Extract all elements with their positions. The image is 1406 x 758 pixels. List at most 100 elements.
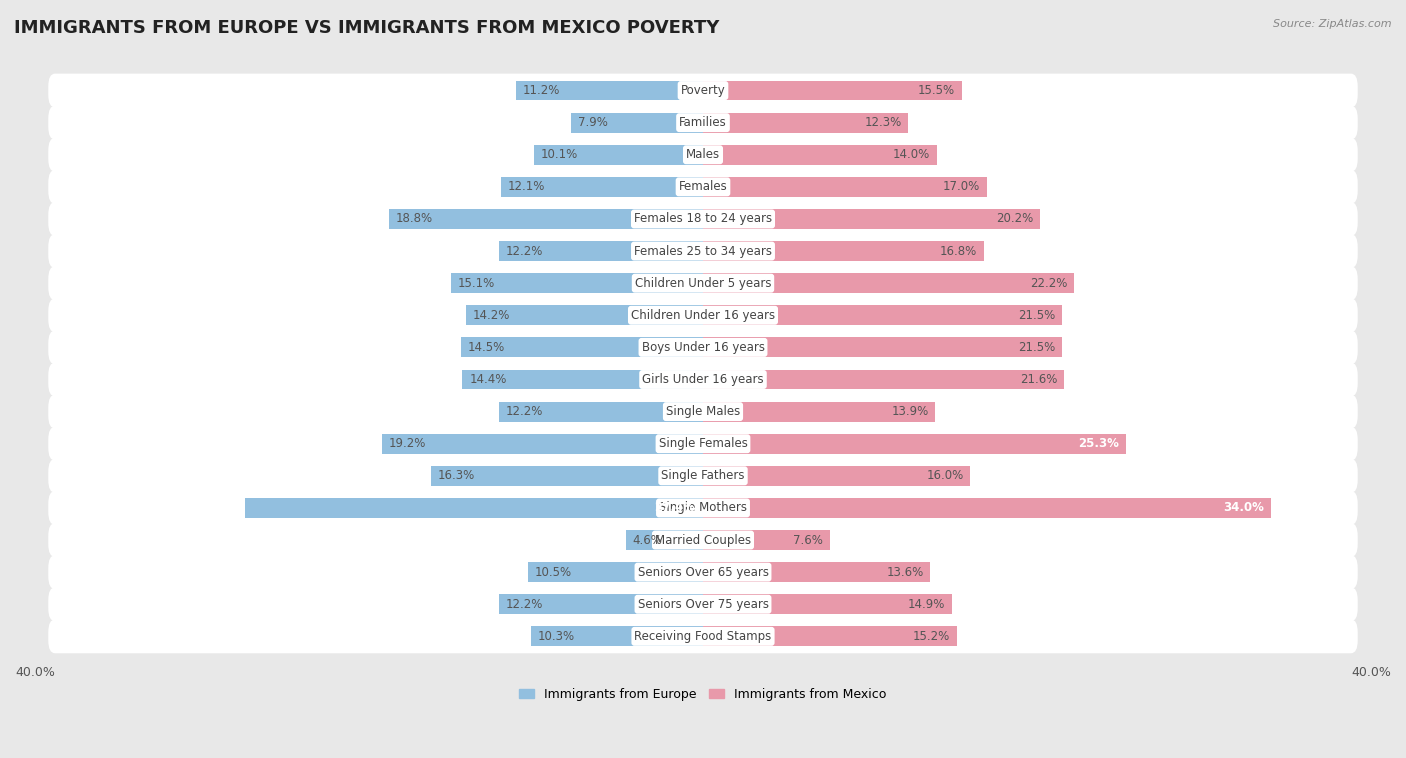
Text: 13.6%: 13.6% xyxy=(886,565,924,578)
Text: 10.5%: 10.5% xyxy=(534,565,571,578)
FancyBboxPatch shape xyxy=(527,562,703,582)
Text: 16.3%: 16.3% xyxy=(437,469,475,482)
FancyBboxPatch shape xyxy=(703,209,1040,229)
FancyBboxPatch shape xyxy=(246,498,703,518)
FancyBboxPatch shape xyxy=(703,177,987,197)
Text: Seniors Over 65 years: Seniors Over 65 years xyxy=(637,565,769,578)
FancyBboxPatch shape xyxy=(48,459,1358,493)
FancyBboxPatch shape xyxy=(430,466,703,486)
FancyBboxPatch shape xyxy=(703,370,1064,390)
FancyBboxPatch shape xyxy=(48,523,1358,557)
Text: 27.4%: 27.4% xyxy=(654,502,695,515)
Text: 12.3%: 12.3% xyxy=(865,116,901,129)
FancyBboxPatch shape xyxy=(48,202,1358,236)
Text: 14.2%: 14.2% xyxy=(472,309,510,322)
FancyBboxPatch shape xyxy=(382,434,703,453)
Text: 12.2%: 12.2% xyxy=(506,245,543,258)
FancyBboxPatch shape xyxy=(534,145,703,164)
Text: Receiving Food Stamps: Receiving Food Stamps xyxy=(634,630,772,643)
FancyBboxPatch shape xyxy=(703,626,957,647)
Text: 18.8%: 18.8% xyxy=(395,212,433,225)
Text: Single Males: Single Males xyxy=(666,405,740,418)
FancyBboxPatch shape xyxy=(703,80,962,101)
Text: 11.2%: 11.2% xyxy=(523,84,560,97)
Text: Poverty: Poverty xyxy=(681,84,725,97)
FancyBboxPatch shape xyxy=(703,434,1126,453)
Text: Females 25 to 34 years: Females 25 to 34 years xyxy=(634,245,772,258)
Text: 16.8%: 16.8% xyxy=(939,245,977,258)
FancyBboxPatch shape xyxy=(48,74,1358,108)
Text: 17.0%: 17.0% xyxy=(943,180,980,193)
Text: Single Mothers: Single Mothers xyxy=(659,502,747,515)
Text: Married Couples: Married Couples xyxy=(655,534,751,547)
FancyBboxPatch shape xyxy=(48,138,1358,171)
Text: 25.3%: 25.3% xyxy=(1078,437,1119,450)
FancyBboxPatch shape xyxy=(703,562,931,582)
Text: 22.2%: 22.2% xyxy=(1029,277,1067,290)
Text: 12.1%: 12.1% xyxy=(508,180,546,193)
Text: Source: ZipAtlas.com: Source: ZipAtlas.com xyxy=(1274,19,1392,29)
FancyBboxPatch shape xyxy=(48,234,1358,268)
FancyBboxPatch shape xyxy=(531,626,703,647)
Text: 16.0%: 16.0% xyxy=(927,469,963,482)
Text: 10.3%: 10.3% xyxy=(537,630,575,643)
FancyBboxPatch shape xyxy=(465,305,703,325)
Text: Single Females: Single Females xyxy=(658,437,748,450)
FancyBboxPatch shape xyxy=(48,105,1358,139)
FancyBboxPatch shape xyxy=(499,241,703,261)
Text: 12.2%: 12.2% xyxy=(506,598,543,611)
FancyBboxPatch shape xyxy=(48,362,1358,396)
FancyBboxPatch shape xyxy=(48,299,1358,332)
FancyBboxPatch shape xyxy=(703,530,830,550)
Text: 14.4%: 14.4% xyxy=(470,373,506,386)
FancyBboxPatch shape xyxy=(501,177,703,197)
FancyBboxPatch shape xyxy=(703,241,984,261)
Text: 21.6%: 21.6% xyxy=(1019,373,1057,386)
Text: 15.2%: 15.2% xyxy=(912,630,950,643)
FancyBboxPatch shape xyxy=(48,170,1358,204)
FancyBboxPatch shape xyxy=(703,498,1271,518)
FancyBboxPatch shape xyxy=(461,337,703,357)
FancyBboxPatch shape xyxy=(703,145,936,164)
Text: 14.9%: 14.9% xyxy=(908,598,945,611)
Text: IMMIGRANTS FROM EUROPE VS IMMIGRANTS FROM MEXICO POVERTY: IMMIGRANTS FROM EUROPE VS IMMIGRANTS FRO… xyxy=(14,19,720,37)
FancyBboxPatch shape xyxy=(48,395,1358,428)
FancyBboxPatch shape xyxy=(389,209,703,229)
Text: 14.5%: 14.5% xyxy=(468,341,505,354)
Text: 4.6%: 4.6% xyxy=(633,534,662,547)
FancyBboxPatch shape xyxy=(451,273,703,293)
FancyBboxPatch shape xyxy=(703,305,1062,325)
FancyBboxPatch shape xyxy=(48,491,1358,525)
Text: Children Under 16 years: Children Under 16 years xyxy=(631,309,775,322)
Text: 15.5%: 15.5% xyxy=(918,84,955,97)
FancyBboxPatch shape xyxy=(703,113,908,133)
Text: 10.1%: 10.1% xyxy=(541,149,578,161)
Legend: Immigrants from Europe, Immigrants from Mexico: Immigrants from Europe, Immigrants from … xyxy=(515,683,891,706)
FancyBboxPatch shape xyxy=(499,594,703,614)
Text: Females: Females xyxy=(679,180,727,193)
Text: 34.0%: 34.0% xyxy=(1223,502,1264,515)
Text: Families: Families xyxy=(679,116,727,129)
FancyBboxPatch shape xyxy=(48,427,1358,461)
Text: Females 18 to 24 years: Females 18 to 24 years xyxy=(634,212,772,225)
Text: 14.0%: 14.0% xyxy=(893,149,931,161)
FancyBboxPatch shape xyxy=(516,80,703,101)
FancyBboxPatch shape xyxy=(571,113,703,133)
Text: Seniors Over 75 years: Seniors Over 75 years xyxy=(637,598,769,611)
Text: 12.2%: 12.2% xyxy=(506,405,543,418)
FancyBboxPatch shape xyxy=(703,466,970,486)
Text: Males: Males xyxy=(686,149,720,161)
Text: Boys Under 16 years: Boys Under 16 years xyxy=(641,341,765,354)
FancyBboxPatch shape xyxy=(626,530,703,550)
Text: Single Fathers: Single Fathers xyxy=(661,469,745,482)
FancyBboxPatch shape xyxy=(48,330,1358,365)
Text: 7.6%: 7.6% xyxy=(793,534,824,547)
FancyBboxPatch shape xyxy=(703,594,952,614)
Text: 21.5%: 21.5% xyxy=(1018,341,1056,354)
Text: 15.1%: 15.1% xyxy=(457,277,495,290)
FancyBboxPatch shape xyxy=(463,370,703,390)
Text: Children Under 5 years: Children Under 5 years xyxy=(634,277,772,290)
Text: 13.9%: 13.9% xyxy=(891,405,928,418)
Text: 20.2%: 20.2% xyxy=(997,212,1033,225)
FancyBboxPatch shape xyxy=(48,266,1358,300)
